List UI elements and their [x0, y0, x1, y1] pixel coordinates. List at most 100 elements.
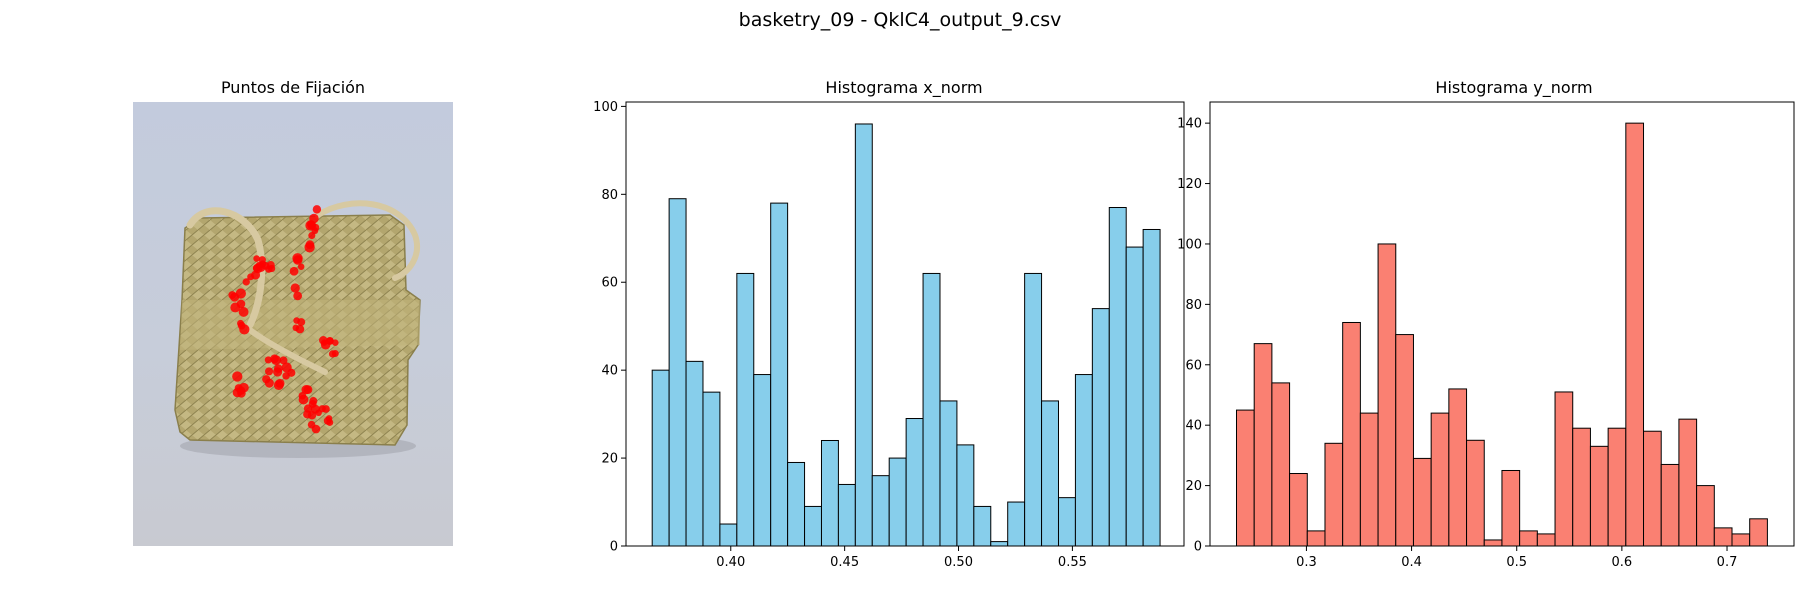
fixation-dot — [266, 261, 275, 270]
x-tick-label: 0.40 — [716, 555, 745, 570]
histogram-bar — [719, 523, 738, 547]
fixation-dot — [320, 339, 328, 346]
histogram-bar — [736, 272, 755, 547]
histogram-bar — [820, 439, 839, 547]
histogram-bar — [787, 461, 806, 547]
fixation-dot — [312, 205, 322, 214]
histogram-x-xaxis: 0.40 0.45 0.50 0.55 — [716, 546, 1087, 570]
fixation-dot — [297, 263, 305, 270]
fixation-dot — [303, 385, 313, 395]
histogram-bar — [1678, 418, 1698, 547]
fixation-dot — [258, 256, 266, 264]
y-tick-label: 40 — [1185, 419, 1202, 434]
fixation-dot — [292, 255, 303, 265]
y-tick-label: 60 — [1185, 358, 1202, 373]
y-tick-label: 0 — [1194, 540, 1202, 555]
fixation-dot — [265, 367, 274, 376]
histogram-bar — [1554, 391, 1574, 547]
fixation-dot — [307, 411, 317, 420]
fixation-dot — [235, 288, 246, 299]
histogram-bar — [1660, 463, 1680, 547]
histogram-bar — [1483, 539, 1503, 547]
fixation-dot — [270, 354, 279, 364]
histogram-bar — [1142, 228, 1161, 547]
histogram-bar — [854, 123, 873, 547]
histogram-bar — [1289, 473, 1308, 547]
fixation-dot — [279, 356, 288, 365]
image-panel: Puntos de Fijación — [133, 78, 453, 546]
x-tick-label: 0.7 — [1717, 555, 1738, 570]
histogram-bar — [1377, 243, 1397, 547]
fixation-dot — [242, 278, 250, 286]
fixation-dot — [247, 273, 255, 281]
histogram-bar — [973, 505, 992, 547]
fixation-dot — [322, 405, 330, 413]
histogram-bar — [1501, 469, 1521, 547]
histogram-x-norm: Histograma x_norm 0.40 0.45 0.50 0.55 0 20 40… — [593, 78, 1185, 570]
x-tick-label: 0.6 — [1612, 555, 1633, 570]
x-tick-label: 0.4 — [1401, 555, 1422, 570]
x-tick-label: 0.45 — [830, 555, 859, 570]
histogram-bar — [685, 360, 704, 547]
histogram-bar — [888, 457, 907, 547]
y-tick-label: 40 — [601, 364, 618, 379]
fixation-dot — [331, 350, 339, 357]
histogram-bar — [1466, 439, 1485, 547]
fixation-dot — [238, 307, 249, 317]
histogram-bar — [668, 198, 687, 547]
basket-photo — [133, 102, 453, 546]
histogram-bar — [956, 444, 975, 547]
histogram-bar — [1108, 207, 1127, 547]
y-tick-label: 80 — [1185, 298, 1202, 313]
fixation-dot — [232, 388, 242, 398]
histogram-bar — [939, 400, 958, 547]
y-tick-label: 0 — [610, 540, 618, 555]
fixation-dot — [232, 371, 243, 382]
fixation-dot — [236, 299, 246, 309]
histogram-bar — [1125, 246, 1144, 547]
fixation-dot — [264, 356, 272, 364]
histogram-bar — [837, 483, 856, 547]
histogram-bar — [1057, 497, 1076, 547]
fixation-dot — [273, 380, 284, 391]
histogram-bar — [1306, 530, 1326, 547]
histogram-bar — [1024, 272, 1043, 547]
histogram-x-title: Histograma x_norm — [825, 78, 982, 98]
histogram-y-norm: Histograma y_norm 0.3 0.4 0.5 0.6 0.7 0 20 40 6… — [1177, 78, 1795, 570]
histogram-bar — [1643, 430, 1662, 547]
fixation-dot — [273, 367, 283, 377]
y-tick-label: 140 — [1177, 117, 1202, 132]
histogram-bar — [1625, 122, 1645, 547]
histogram-bar — [1430, 412, 1450, 547]
fixation-dot — [297, 318, 306, 327]
y-tick-label: 100 — [1177, 237, 1202, 252]
histogram-bar — [1448, 388, 1468, 547]
histogram-y-xaxis: 0.3 0.4 0.5 0.6 0.7 — [1296, 546, 1737, 570]
fixation-dot — [237, 321, 246, 330]
histogram-x-frame — [625, 101, 1185, 547]
histogram-bar — [1749, 518, 1768, 547]
histogram-bar — [1074, 374, 1093, 547]
fixation-dot — [264, 378, 274, 388]
histogram-x-yaxis: 0 20 40 60 80 100 — [593, 100, 626, 555]
histogram-bar — [1412, 457, 1432, 547]
histogram-bar — [871, 475, 890, 547]
histogram-bar — [1713, 527, 1733, 547]
y-tick-label: 120 — [1177, 177, 1202, 192]
y-tick-label: 20 — [601, 452, 618, 467]
fixation-dot — [308, 232, 316, 240]
histogram-bar — [1253, 343, 1273, 547]
histogram-bar — [651, 369, 670, 547]
fixation-dot — [323, 416, 332, 425]
histogram-bar — [1359, 412, 1379, 547]
histogram-bar — [753, 374, 772, 547]
histogram-bar — [1342, 321, 1361, 547]
histogram-bar — [1589, 445, 1609, 547]
image-panel-title: Puntos de Fijación — [221, 78, 365, 97]
histogram-bar — [1235, 409, 1255, 547]
fixation-dot — [252, 264, 261, 273]
histogram-bar — [1607, 427, 1627, 547]
x-tick-label: 0.5 — [1506, 555, 1527, 570]
fixation-points — [228, 205, 339, 434]
y-tick-label: 100 — [593, 100, 618, 115]
